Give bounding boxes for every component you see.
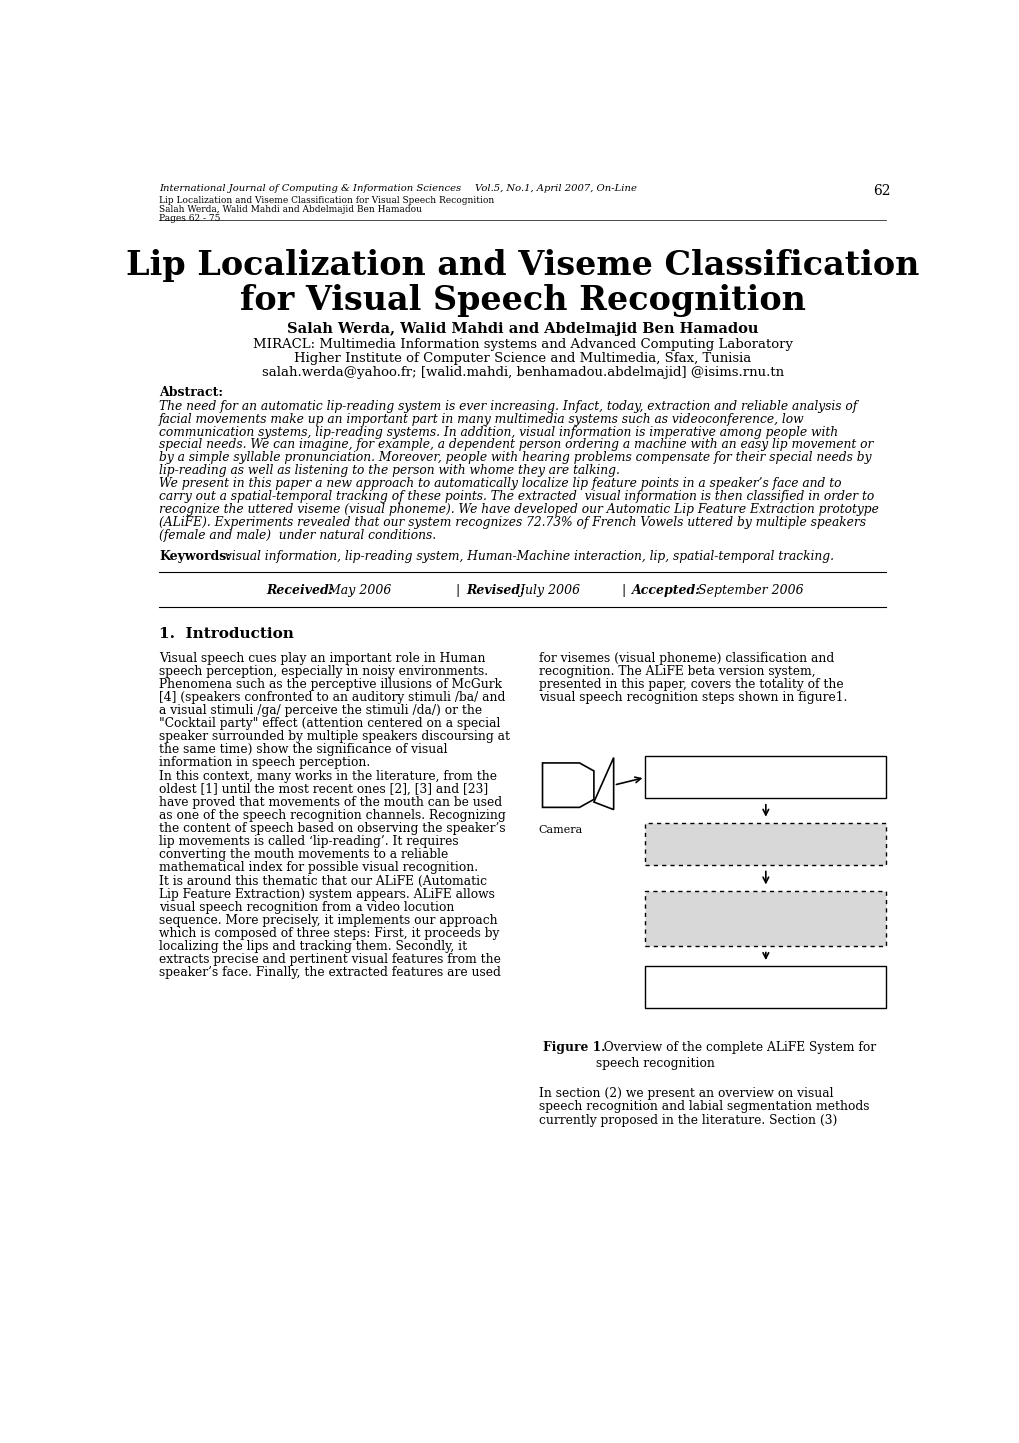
Text: [4] (speakers confronted to an auditory stimuli /ba/ and: [4] (speakers confronted to an auditory … xyxy=(159,691,505,704)
Text: Overview of the complete ALiFE System for: Overview of the complete ALiFE System fo… xyxy=(596,1040,875,1053)
Text: a visual stimuli /ga/ perceive the stimuli /da/) or the: a visual stimuli /ga/ perceive the stimu… xyxy=(159,704,482,717)
Text: visual information, lip-reading system, Human-Machine interaction, lip, spatial-: visual information, lip-reading system, … xyxy=(220,550,833,564)
Text: visual speech recognition steps shown in figure1.: visual speech recognition steps shown in… xyxy=(538,691,846,704)
Text: for visemes (visual phoneme) classification and: for visemes (visual phoneme) classificat… xyxy=(538,652,833,665)
Text: Camera: Camera xyxy=(538,825,582,835)
Text: speaker’s face. Finally, the extracted features are used: speaker’s face. Finally, the extracted f… xyxy=(159,967,500,980)
FancyBboxPatch shape xyxy=(645,823,886,866)
Text: Abstract:: Abstract: xyxy=(159,387,223,400)
Text: sequence. More precisely, it implements our approach: sequence. More precisely, it implements … xyxy=(159,913,497,926)
Text: speaker surrounded by multiple speakers discoursing at: speaker surrounded by multiple speakers … xyxy=(159,730,509,743)
Text: lip movements is called ‘lip-reading’. It requires: lip movements is called ‘lip-reading’. I… xyxy=(159,835,459,848)
Text: Lip Tracking: Lip Tracking xyxy=(723,837,807,850)
Text: Visual speech cues play an important role in Human: Visual speech cues play an important rol… xyxy=(159,652,485,665)
Text: Visual-features: Visual-features xyxy=(715,900,815,913)
Text: International Journal of Computing & Information Sciences: International Journal of Computing & Inf… xyxy=(159,183,461,193)
Text: (female and male)  under natural conditions.: (female and male) under natural conditio… xyxy=(159,528,436,541)
Text: speech recognition and labial segmentation methods: speech recognition and labial segmentati… xyxy=(538,1101,868,1114)
Polygon shape xyxy=(593,758,613,810)
Text: speech recognition: speech recognition xyxy=(596,1058,714,1071)
FancyBboxPatch shape xyxy=(645,967,886,1009)
Text: Lip Localization and Viseme Classification for Visual Speech Recognition: Lip Localization and Viseme Classificati… xyxy=(159,196,494,205)
Text: localizing the lips and tracking them. Secondly, it: localizing the lips and tracking them. S… xyxy=(159,939,467,952)
FancyBboxPatch shape xyxy=(645,890,886,947)
FancyBboxPatch shape xyxy=(645,756,886,798)
Text: communication systems, lip-reading systems. In addition, visual information is i: communication systems, lip-reading syste… xyxy=(159,426,838,439)
Text: Lip Feature Extraction) system appears. ALiFE allows: Lip Feature Extraction) system appears. … xyxy=(159,887,494,900)
Text: by a simple syllable pronunciation. Moreover, people with hearing problems compe: by a simple syllable pronunciation. More… xyxy=(159,452,871,465)
Text: Salah Werda, Walid Mahdi and Abdelmajid Ben Hamadou: Salah Werda, Walid Mahdi and Abdelmajid … xyxy=(286,322,758,336)
Text: recognition. The ALiFE beta version system,: recognition. The ALiFE beta version syst… xyxy=(538,665,814,678)
Text: special needs. We can imagine, for example, a dependent person ordering a machin: special needs. We can imagine, for examp… xyxy=(159,439,872,452)
Text: have proved that movements of the mouth can be used: have proved that movements of the mouth … xyxy=(159,797,501,810)
Text: for Visual Speech Recognition: for Visual Speech Recognition xyxy=(239,284,805,317)
Text: presented in this paper, covers the totality of the: presented in this paper, covers the tota… xyxy=(538,678,843,691)
Text: May 2006: May 2006 xyxy=(323,584,390,597)
Text: lip-reading as well as listening to the person with whome they are talking.: lip-reading as well as listening to the … xyxy=(159,465,620,478)
Text: In this context, many works in the literature, from the: In this context, many works in the liter… xyxy=(159,769,496,782)
Text: Phenomena such as the perceptive illusions of McGurk: Phenomena such as the perceptive illusio… xyxy=(159,678,501,691)
Text: salah.werda@yahoo.fr; [walid.mahdi, benhamadou.abdelmajid] @isims.rnu.tn: salah.werda@yahoo.fr; [walid.mahdi, benh… xyxy=(262,367,783,380)
Text: In section (2) we present an overview on visual: In section (2) we present an overview on… xyxy=(538,1088,833,1101)
Text: Accepted:: Accepted: xyxy=(631,584,700,597)
Text: converting the mouth movements to a reliable: converting the mouth movements to a reli… xyxy=(159,848,448,861)
Text: facial movements make up an important part in many multimedia systems such as vi: facial movements make up an important pa… xyxy=(159,413,804,426)
Polygon shape xyxy=(542,763,593,808)
Text: Lip Localization: Lip Localization xyxy=(712,771,818,784)
Text: We present in this paper a new approach to automatically localize lip feature po: We present in this paper a new approach … xyxy=(159,478,841,491)
Text: |: | xyxy=(621,584,626,597)
Text: Lip Localization and Viseme Classification: Lip Localization and Viseme Classificati… xyxy=(126,248,918,281)
Text: (ALiFE). Experiments revealed that our system recognizes 72.73% of French Vowels: (ALiFE). Experiments revealed that our s… xyxy=(159,515,865,528)
Text: September 2006: September 2006 xyxy=(694,584,803,597)
Text: information in speech perception.: information in speech perception. xyxy=(159,756,370,769)
Text: extracts precise and pertinent visual features from the: extracts precise and pertinent visual fe… xyxy=(159,954,500,967)
Text: mathematical index for possible visual recognition.: mathematical index for possible visual r… xyxy=(159,861,478,874)
Text: MIRACL: Multimedia Information systems and Advanced Computing Laboratory: MIRACL: Multimedia Information systems a… xyxy=(253,338,792,351)
Text: It is around this thematic that our ALiFE (Automatic: It is around this thematic that our ALiF… xyxy=(159,874,487,887)
Text: the content of speech based on observing the speaker’s: the content of speech based on observing… xyxy=(159,823,505,835)
Text: Salah Werda, Walid Mahdi and Abdelmajid Ben Hamadou: Salah Werda, Walid Mahdi and Abdelmajid … xyxy=(159,205,422,215)
Text: Figure 1.: Figure 1. xyxy=(542,1040,604,1053)
Text: Speech unit recognition: Speech unit recognition xyxy=(686,981,845,994)
Text: as one of the speech recognition channels. Recognizing: as one of the speech recognition channel… xyxy=(159,810,505,823)
Text: July 2006: July 2006 xyxy=(516,584,579,597)
Text: Vol.5, No.1, April 2007, On-Line: Vol.5, No.1, April 2007, On-Line xyxy=(475,183,637,193)
Text: carry out a spatial-temporal tracking of these points. The extracted  visual inf: carry out a spatial-temporal tracking of… xyxy=(159,491,873,504)
Text: "Cocktail party" effect (attention centered on a special: "Cocktail party" effect (attention cente… xyxy=(159,717,500,730)
Text: Pages 62 - 75: Pages 62 - 75 xyxy=(159,214,220,224)
Text: Keywords:: Keywords: xyxy=(159,550,230,564)
Text: speech perception, especially in noisy environments.: speech perception, especially in noisy e… xyxy=(159,665,488,678)
Text: recognize the uttered viseme (visual phoneme). We have developed our Automatic L: recognize the uttered viseme (visual pho… xyxy=(159,504,878,517)
Text: oldest [1] until the most recent ones [2], [3] and [23]: oldest [1] until the most recent ones [2… xyxy=(159,782,488,795)
Text: visual speech recognition from a video locution: visual speech recognition from a video l… xyxy=(159,900,454,913)
Text: Higher Institute of Computer Science and Multimedia, Sfax, Tunisia: Higher Institute of Computer Science and… xyxy=(293,352,751,365)
Text: Revised:: Revised: xyxy=(466,584,524,597)
Text: 1.  Introduction: 1. Introduction xyxy=(159,628,293,641)
Text: The need for an automatic lip-reading system is ever increasing. Infact, today, : The need for an automatic lip-reading sy… xyxy=(159,400,857,413)
Text: Received:: Received: xyxy=(266,584,333,597)
Text: currently proposed in the literature. Section (3): currently proposed in the literature. Se… xyxy=(538,1114,837,1127)
Text: which is composed of three steps: First, it proceeds by: which is composed of three steps: First,… xyxy=(159,926,499,939)
Text: 62: 62 xyxy=(872,183,890,198)
Text: |: | xyxy=(455,584,460,597)
Text: Extraction: Extraction xyxy=(731,924,800,937)
Text: the same time) show the significance of visual: the same time) show the significance of … xyxy=(159,743,447,756)
